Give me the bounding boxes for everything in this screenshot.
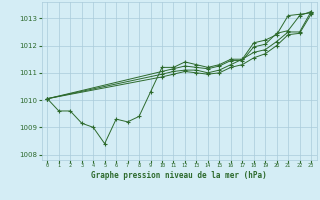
X-axis label: Graphe pression niveau de la mer (hPa): Graphe pression niveau de la mer (hPa) — [91, 171, 267, 180]
